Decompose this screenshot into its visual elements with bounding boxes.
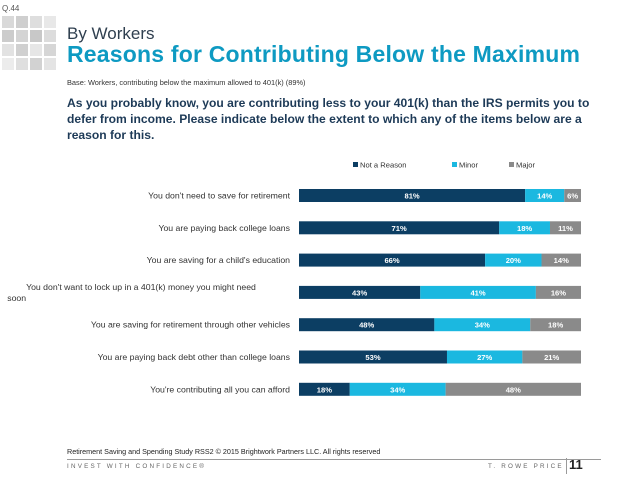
data-label-major: 21%: [544, 353, 559, 362]
category-label: You are saving for retirement through ot…: [91, 320, 291, 330]
legend-label-minor: Minor: [459, 161, 478, 170]
data-label-major: 16%: [551, 288, 566, 297]
data-label-minor: 41%: [470, 288, 485, 297]
data-label-minor: 34%: [390, 385, 405, 394]
category-label: You don't need to save for retirement: [148, 191, 290, 201]
category-label: You are saving for a child's education: [147, 255, 290, 265]
footnote: Retirement Saving and Spending Study RSS…: [67, 447, 381, 456]
data-label-not-a-reason: 53%: [365, 353, 380, 362]
slide-title: Reasons for Contributing Below the Maxim…: [67, 41, 581, 67]
data-label-minor: 18%: [517, 224, 532, 233]
bar-minor: [525, 189, 565, 202]
bar-not-a-reason: [299, 189, 526, 202]
data-label-major: 48%: [506, 385, 521, 394]
data-label-major: 18%: [548, 321, 563, 330]
data-label-minor: 14%: [537, 192, 552, 201]
data-label-major: 11%: [558, 224, 573, 233]
data-label-minor: 20%: [506, 256, 521, 265]
bar-major: [522, 350, 581, 364]
category-label: You are paying back debt other than coll…: [98, 352, 291, 362]
legend-swatch-major: [509, 162, 514, 167]
base-note: Base: Workers, contributing below the ma…: [67, 78, 306, 87]
legend-label-major: Major: [516, 161, 535, 170]
data-label-not-a-reason: 18%: [317, 385, 332, 394]
bar-major: [541, 253, 581, 267]
category-label: You're contributing all you can afford: [150, 384, 290, 394]
data-label-major: 14%: [554, 256, 569, 265]
legend-swatch-minor: [452, 162, 457, 167]
bar-not-a-reason: [299, 285, 421, 299]
data-label-minor: 34%: [475, 321, 490, 330]
legend-swatch-not-a-reason: [353, 162, 358, 167]
bar-major: [535, 285, 581, 299]
legend-label-not-a-reason: Not a Reason: [360, 161, 406, 170]
category-label: You are paying back college loans: [158, 223, 290, 233]
bar-minor: [485, 253, 542, 267]
decorative-grid-graphic: [2, 16, 56, 70]
page-number-divider: [566, 458, 567, 474]
footer-brand: T. ROWE PRICE: [488, 463, 564, 470]
footer-divider: [67, 459, 601, 460]
bar-not-a-reason: [299, 221, 500, 235]
slide-supertitle: By Workers: [67, 24, 155, 43]
stacked-bar-chart: Not a Reason Minor Major You don't need to …: [7, 161, 581, 396]
bar-major: [549, 221, 581, 235]
bar-major: [530, 318, 581, 332]
data-label-not-a-reason: 66%: [384, 256, 399, 265]
bar-not-a-reason: [299, 382, 350, 396]
bar-major: [564, 189, 581, 202]
data-label-not-a-reason: 71%: [392, 224, 407, 233]
bar-not-a-reason: [299, 253, 486, 267]
survey-question: As you probably know, you are contributi…: [67, 96, 590, 142]
bar-minor: [499, 221, 550, 235]
bar-not-a-reason: [299, 318, 435, 332]
data-label-not-a-reason: 43%: [352, 288, 367, 297]
bar-minor: [420, 285, 536, 299]
page-number: 11: [569, 457, 583, 472]
data-label-not-a-reason: 81%: [404, 192, 419, 201]
slide-question-tag: Q.44: [2, 4, 20, 13]
data-label-minor: 27%: [477, 353, 492, 362]
data-label-not-a-reason: 48%: [359, 321, 374, 330]
bar-minor: [446, 350, 523, 364]
bar-minor: [434, 318, 531, 332]
footer-tagline: INVEST WITH CONFIDENCE®: [67, 463, 207, 470]
bar-major: [445, 382, 581, 396]
bar-minor: [349, 382, 446, 396]
category-label: You don't want to lock up in a 401(k) mo…: [7, 282, 256, 303]
bar-not-a-reason: [299, 350, 447, 364]
data-label-major: 6%: [567, 192, 578, 201]
